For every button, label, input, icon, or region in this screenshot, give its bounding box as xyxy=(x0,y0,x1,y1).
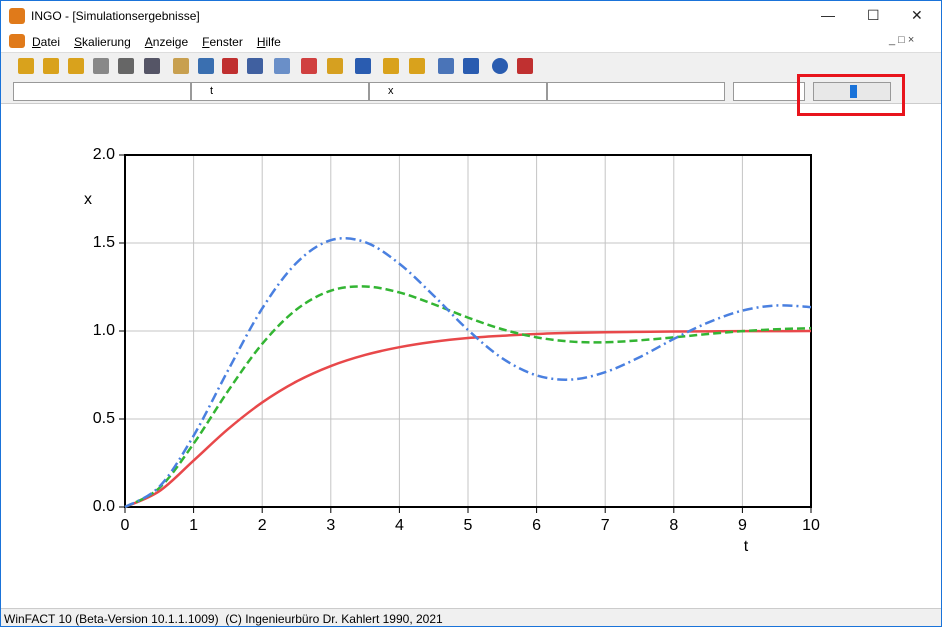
menu-bar: Datei Skalierung Anzeige Fenster Hilfe _ □ × xyxy=(1,31,941,51)
title-bar: INGO - [Simulationsergebnisse] — ☐ ✕ xyxy=(1,1,941,31)
x-tick-label: 7 xyxy=(601,517,610,534)
tool-icon[interactable] xyxy=(355,58,371,74)
close-button[interactable]: ✕ xyxy=(911,7,923,23)
x-axis-field[interactable]: t xyxy=(191,82,369,101)
menu-item[interactable]: Anzeige xyxy=(144,35,189,49)
data-line xyxy=(124,285,812,509)
chart: 0 1 2 3 4 5 6 7 8 9 10 0.0 0.5 1.0 1.5 2.0 x t xyxy=(84,146,820,555)
x-tick-label: 8 xyxy=(669,517,678,534)
tool-icon[interactable] xyxy=(274,58,290,74)
tool-icon[interactable] xyxy=(18,58,34,74)
field-text: t xyxy=(210,85,214,97)
text-field[interactable] xyxy=(13,82,191,101)
tool-icon[interactable] xyxy=(383,58,399,74)
menu-item[interactable]: Fenster xyxy=(202,35,243,49)
tool-icon[interactable] xyxy=(409,58,425,74)
x-tick-label: 1 xyxy=(189,517,198,534)
maximize-button[interactable]: ☐ xyxy=(867,7,880,23)
tool-icon[interactable] xyxy=(173,58,189,74)
tool-icon[interactable] xyxy=(222,58,238,74)
doc-icon xyxy=(9,34,25,48)
x-tick-label: 9 xyxy=(738,517,747,534)
x-tick-label: 5 xyxy=(464,517,473,534)
tool-icon[interactable] xyxy=(198,58,214,74)
tool-icon[interactable] xyxy=(301,58,317,74)
line-style-combo[interactable] xyxy=(733,82,805,101)
text-field[interactable] xyxy=(547,82,725,101)
tool-icon[interactable] xyxy=(438,58,454,74)
help-icon[interactable] xyxy=(492,58,508,74)
highlight-box xyxy=(797,74,905,116)
tool-icon[interactable] xyxy=(463,58,479,74)
x-tick-label: 10 xyxy=(802,517,820,534)
slider-thumb[interactable] xyxy=(850,85,857,98)
toolbar xyxy=(1,52,941,80)
tool-icon[interactable] xyxy=(327,58,343,74)
tool-icon[interactable] xyxy=(247,58,263,74)
menu-item[interactable]: Skalierung xyxy=(74,35,131,49)
y-tick-label: 1.0 xyxy=(93,322,115,339)
data-line xyxy=(124,236,812,509)
status-text: WinFACT 10 (Beta-Version 10.1.1.1009) (C… xyxy=(4,612,443,626)
line-width-slider[interactable] xyxy=(813,82,891,101)
tool-icon[interactable] xyxy=(118,58,134,74)
x-tick-label: 3 xyxy=(326,517,335,534)
x-tick-label: 0 xyxy=(121,517,130,534)
menu-item[interactable]: Hilfe xyxy=(256,35,281,49)
field-text: x xyxy=(388,85,394,97)
minimize-button[interactable]: — xyxy=(821,7,835,23)
y-axis-label: x xyxy=(84,191,92,208)
x-tick-label: 6 xyxy=(532,517,541,534)
y-tick-label: 2.0 xyxy=(93,146,115,163)
tool-icon[interactable] xyxy=(43,58,59,74)
tool-icon[interactable] xyxy=(68,58,84,74)
mdi-controls[interactable]: _ □ × xyxy=(889,34,915,46)
y-tick-label: 0.0 xyxy=(93,498,115,515)
tool-icon[interactable] xyxy=(144,58,160,74)
window-title: INGO - [Simulationsergebnisse] xyxy=(31,9,200,23)
data-line xyxy=(124,329,812,509)
y-axis-field[interactable]: x xyxy=(369,82,547,101)
axis-toolbar: t x xyxy=(1,80,941,104)
y-tick-label: 0.5 xyxy=(93,410,115,427)
menu-item[interactable]: Datei xyxy=(32,35,61,49)
y-tick-label: 1.5 xyxy=(93,234,115,251)
x-axis-label: t xyxy=(744,538,749,555)
x-tick-label: 2 xyxy=(258,517,267,534)
x-tick-label: 4 xyxy=(395,517,404,534)
app-icon xyxy=(9,8,25,24)
status-bar: WinFACT 10 (Beta-Version 10.1.1.1009) (C… xyxy=(1,608,941,626)
exit-icon[interactable] xyxy=(517,58,533,74)
tool-icon[interactable] xyxy=(93,58,109,74)
